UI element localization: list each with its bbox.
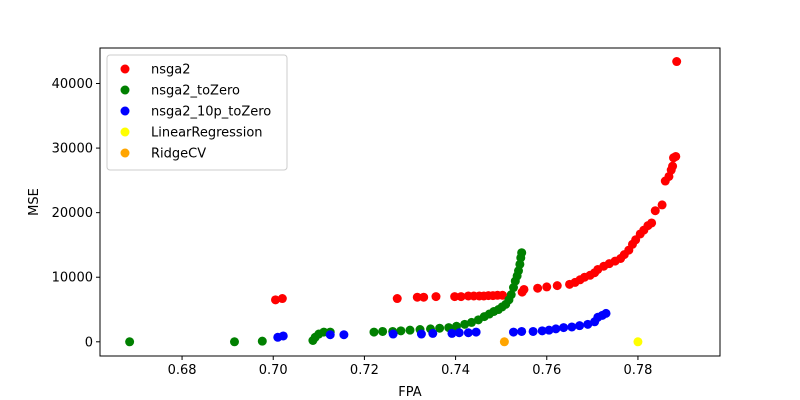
legend-box: [106, 54, 288, 171]
data-point: [271, 295, 281, 305]
data-point: [567, 322, 577, 332]
data-point: [450, 292, 460, 302]
data-point: [498, 290, 508, 300]
data-point: [551, 324, 561, 334]
data-point: [257, 336, 267, 346]
y-tick-label: 0: [85, 335, 93, 350]
x-tick-label: 0.72: [350, 363, 379, 378]
data-point: [447, 328, 457, 338]
data-point: [528, 326, 538, 336]
data-point: [125, 337, 135, 347]
data-point: [388, 329, 398, 339]
data-point: [552, 281, 562, 291]
data-point: [392, 294, 402, 304]
data-point: [416, 329, 426, 339]
x-axis-ticks: 0.68 0.70 0.72 0.74 0.76 0.78: [168, 356, 652, 378]
data-point: [647, 218, 657, 228]
data-point: [672, 57, 682, 67]
data-point: [463, 328, 473, 338]
data-point: [229, 337, 239, 347]
x-axis-label: FPA: [398, 385, 421, 400]
legend-label-nsga2_10p_toZero: nsga2_10p_toZero: [151, 105, 271, 120]
data-point: [278, 331, 288, 341]
data-point: [542, 282, 552, 292]
x-tick-label: 0.74: [441, 363, 470, 378]
y-axis-ticks: 0 10000 20000 30000 40000: [52, 77, 100, 350]
data-point: [428, 328, 438, 338]
y-tick-label: 20000: [52, 206, 93, 221]
data-point: [671, 151, 681, 161]
data-point: [533, 283, 543, 293]
y-tick-label: 10000: [52, 271, 93, 286]
data-point: [517, 326, 527, 336]
data-point: [583, 319, 593, 329]
data-point: [650, 206, 660, 216]
y-axis-label: MSE: [27, 188, 42, 216]
x-tick-label: 0.68: [168, 363, 197, 378]
data-point: [454, 328, 464, 338]
y-tick-label: 40000: [52, 77, 93, 92]
legend-marker-nsga2_toZero: [120, 85, 130, 95]
data-point: [633, 337, 643, 347]
data-point: [456, 292, 466, 302]
data-point: [519, 284, 529, 294]
legend-marker-nsga2: [120, 64, 130, 74]
data-point: [575, 321, 585, 331]
data-point: [431, 292, 441, 302]
data-point: [277, 294, 287, 304]
legend: nsga2 nsga2_toZero nsga2_10p_toZero LinearR…: [106, 54, 288, 171]
data-point: [378, 326, 388, 336]
legend-label-nsga2_toZero: nsga2_toZero: [151, 84, 240, 99]
data-point: [544, 325, 554, 335]
legend-marker-nsga2_10p_toZero: [120, 106, 130, 116]
data-point: [435, 323, 445, 333]
data-point: [471, 327, 481, 337]
data-point: [460, 319, 470, 329]
data-point: [508, 327, 518, 337]
data-point: [325, 330, 335, 340]
data-point: [559, 323, 569, 333]
data-point: [412, 292, 422, 302]
data-point: [657, 200, 667, 210]
data-point: [369, 327, 379, 337]
series-nsga2_toZero: [125, 248, 527, 347]
data-point: [668, 161, 678, 171]
legend-label-LinearRegression: LinearRegression: [151, 126, 263, 141]
series-LinearRegression: [633, 337, 643, 347]
legend-marker-RidgeCV: [120, 148, 130, 158]
data-point: [506, 290, 516, 300]
data-points: [125, 57, 682, 347]
data-point: [339, 330, 349, 340]
plot-frame: [99, 47, 721, 357]
x-tick-label: 0.78: [623, 363, 652, 378]
data-point: [537, 326, 547, 336]
data-point: [467, 317, 477, 327]
data-point: [499, 337, 509, 347]
y-tick-label: 30000: [52, 142, 93, 157]
legend-label-RidgeCV: RidgeCV: [151, 147, 206, 162]
series-nsga2: [271, 57, 682, 305]
x-tick-label: 0.70: [259, 363, 288, 378]
series-nsga2_10p_toZero: [273, 308, 611, 342]
series-RidgeCV: [499, 337, 509, 347]
data-point: [396, 326, 406, 336]
data-point: [601, 308, 611, 318]
data-point: [405, 325, 415, 335]
legend-marker-LinearRegression: [120, 127, 130, 137]
x-tick-label: 0.76: [532, 363, 561, 378]
data-point: [517, 248, 527, 258]
data-point: [419, 292, 429, 302]
legend-label-nsga2: nsga2: [151, 63, 191, 78]
